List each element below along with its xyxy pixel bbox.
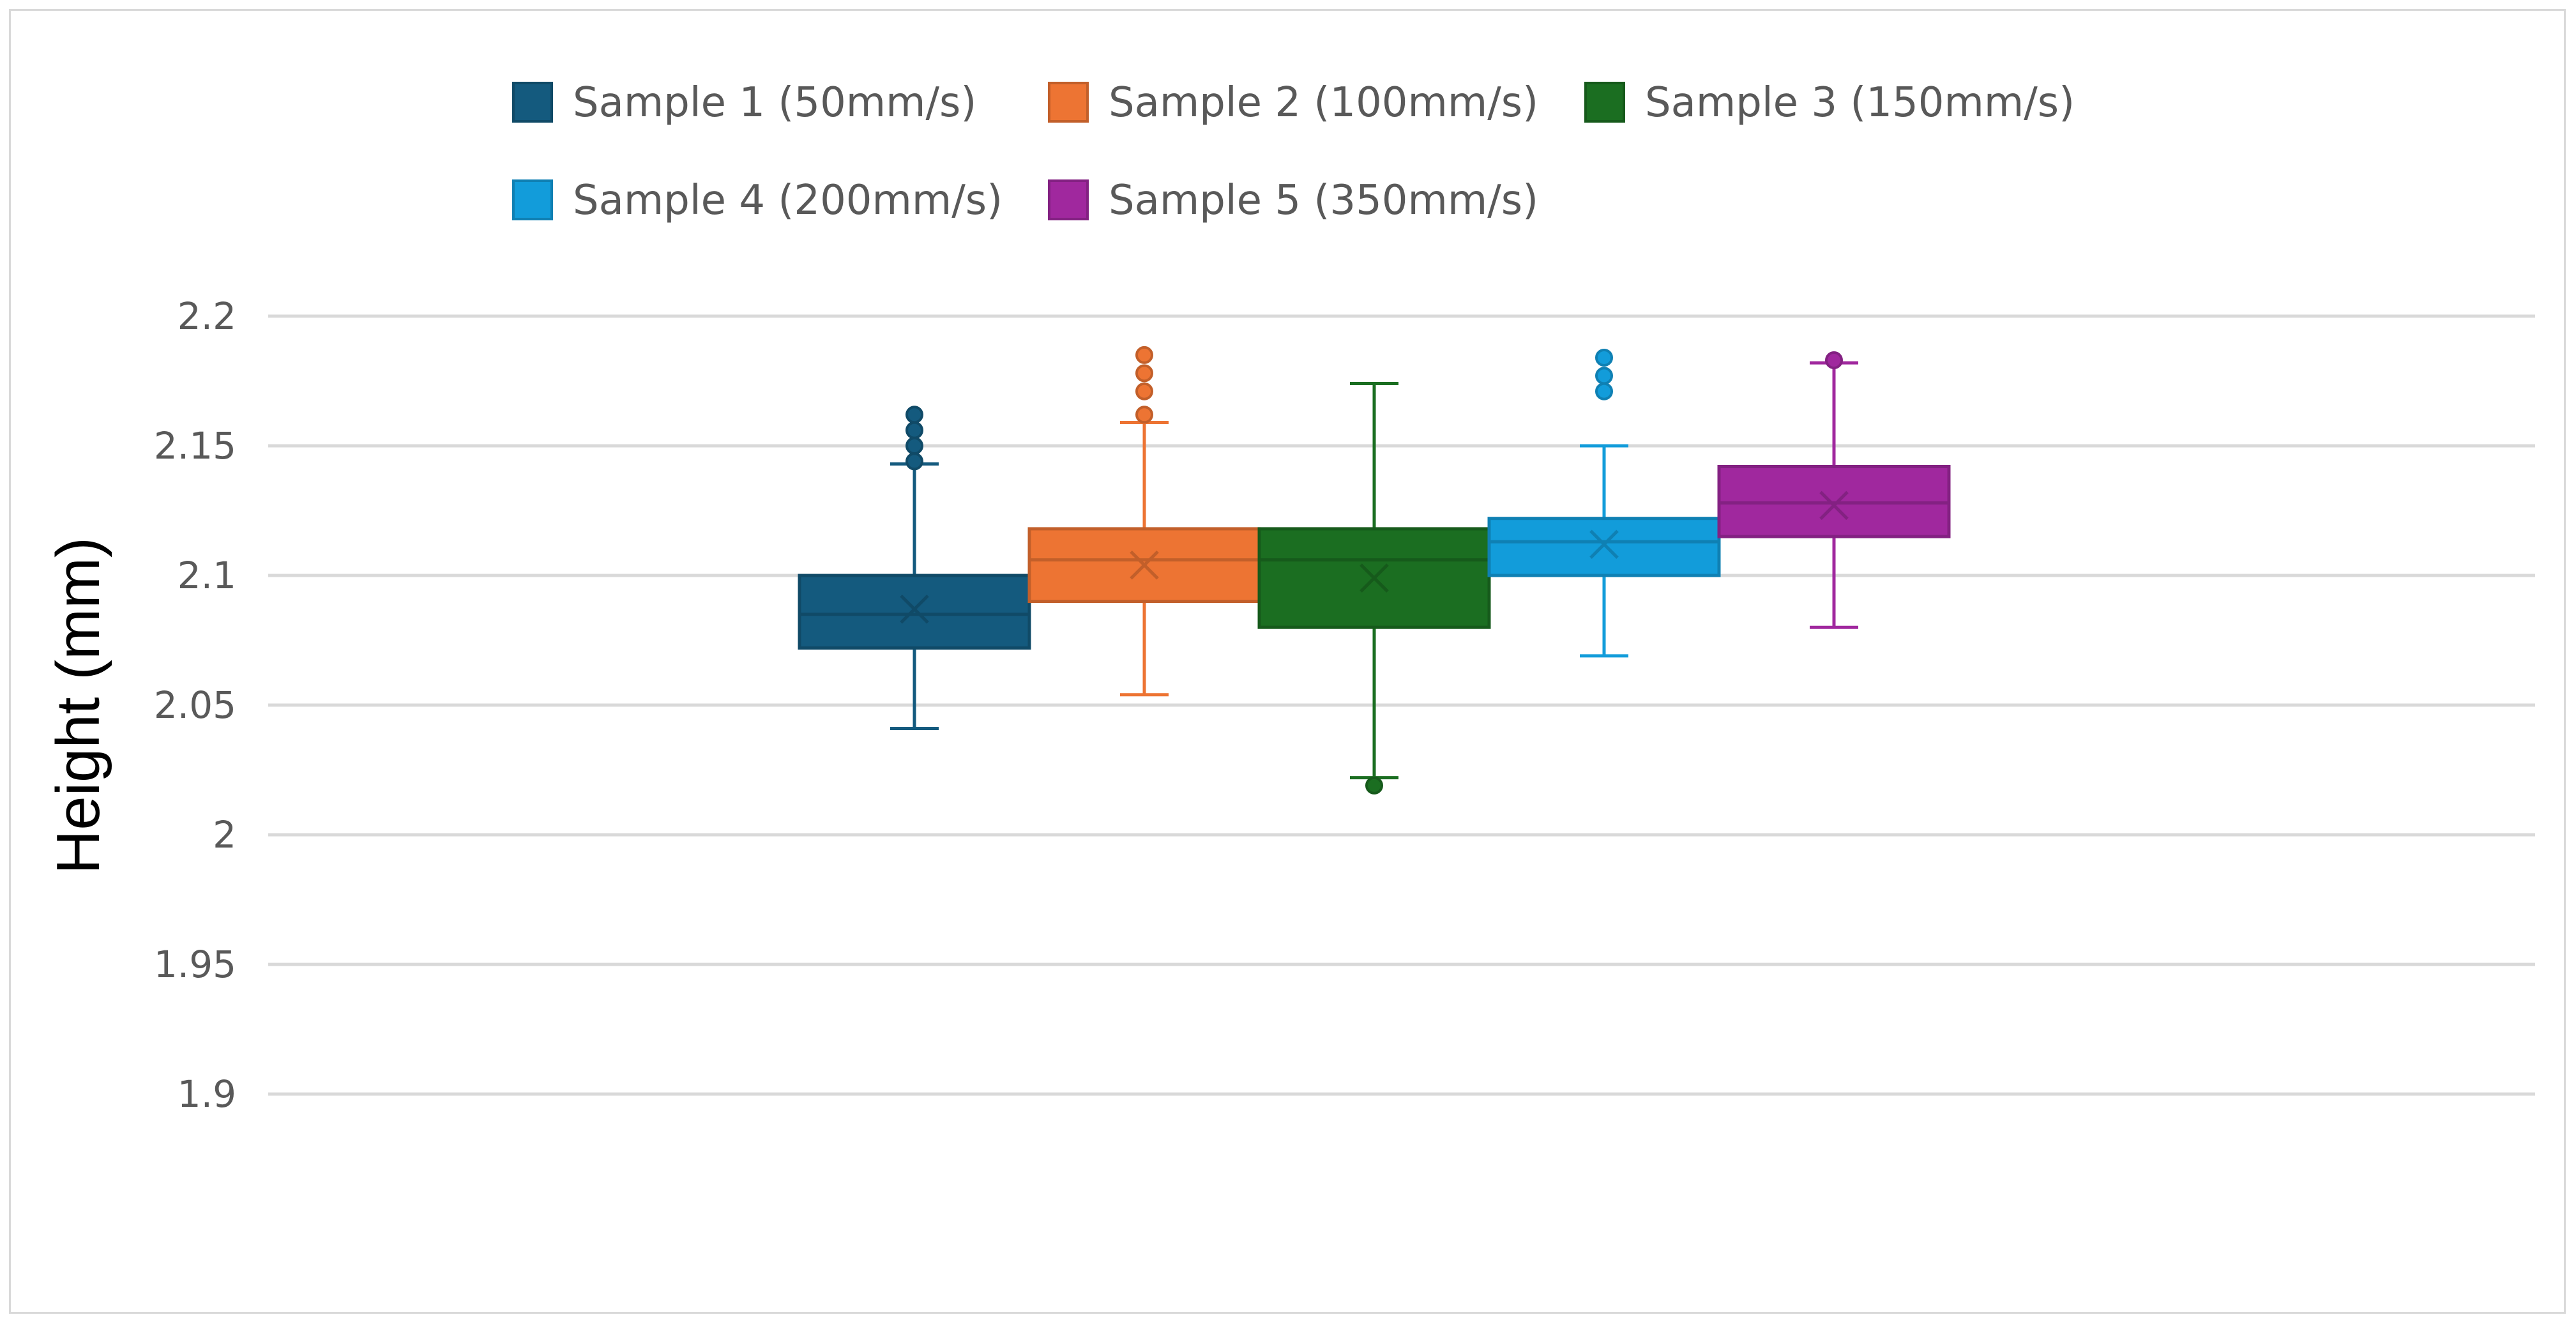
legend-label: Sample 3 (150mm/s) (1645, 79, 2075, 126)
legend-item: Sample 2 (100mm/s) (1048, 79, 1538, 126)
outlier-point (1825, 351, 1843, 370)
y-tick-label: 1.9 (178, 1072, 236, 1116)
outlier-point (1135, 382, 1153, 400)
y-tick-label: 1.95 (154, 943, 236, 986)
mean-marker (1819, 491, 1849, 521)
y-tick-label: 2.05 (154, 683, 236, 727)
box-group (798, 406, 1031, 731)
mean-marker (900, 595, 929, 624)
box-group (1257, 382, 1491, 795)
outlier-point (1135, 346, 1153, 364)
gridlines (268, 314, 2535, 1096)
legend-item: Sample 4 (200mm/s) (512, 177, 1003, 224)
box-group (1717, 351, 1951, 629)
outlier-point (1595, 382, 1613, 400)
y-axis-title: Height (mm) (44, 537, 112, 874)
mean-marker (1130, 550, 1159, 580)
outlier-point (905, 437, 923, 455)
y-axis-tick-labels: 1.9 1.95 2 2.05 2.1 2.15 2.2 (154, 294, 236, 1116)
legend-item: Sample 5 (350mm/s) (1048, 177, 1538, 224)
outlier-point (1365, 776, 1383, 795)
outlier-point (1595, 367, 1613, 385)
y-tick-label: 2.2 (178, 294, 236, 338)
box-group (1027, 346, 1261, 697)
y-tick-label: 2.1 (178, 554, 236, 597)
legend-swatch (1584, 82, 1625, 123)
legend-label: Sample 2 (100mm/s) (1109, 79, 1538, 126)
legend: Sample 1 (50mm/s) Sample 2 (100mm/s) Sampl… (512, 79, 2075, 224)
legend-label: Sample 1 (50mm/s) (573, 79, 976, 126)
legend-swatch (1048, 82, 1089, 123)
chart-frame (9, 9, 2566, 1314)
y-tick-label: 2.15 (154, 424, 236, 468)
mean-marker (1360, 563, 1389, 593)
outlier-point (905, 452, 923, 471)
legend-item: Sample 3 (150mm/s) (1584, 79, 2075, 126)
outlier-point (905, 421, 923, 439)
legend-item: Sample 1 (50mm/s) (512, 79, 976, 126)
legend-label: Sample 5 (350mm/s) (1109, 177, 1538, 224)
outlier-point (905, 406, 923, 424)
box-group (1487, 348, 1721, 658)
box-iqr (1487, 517, 1721, 577)
y-tick-label: 2 (213, 813, 236, 856)
mean-marker (1589, 529, 1619, 559)
legend-swatch (1048, 179, 1089, 220)
outlier-point (1135, 406, 1153, 424)
outlier-point (1135, 364, 1153, 383)
box-series (798, 346, 1951, 795)
box-iqr (798, 574, 1031, 650)
outlier-point (1595, 348, 1613, 367)
legend-swatch (512, 179, 553, 220)
legend-swatch (512, 82, 553, 123)
legend-label: Sample 4 (200mm/s) (573, 177, 1003, 224)
